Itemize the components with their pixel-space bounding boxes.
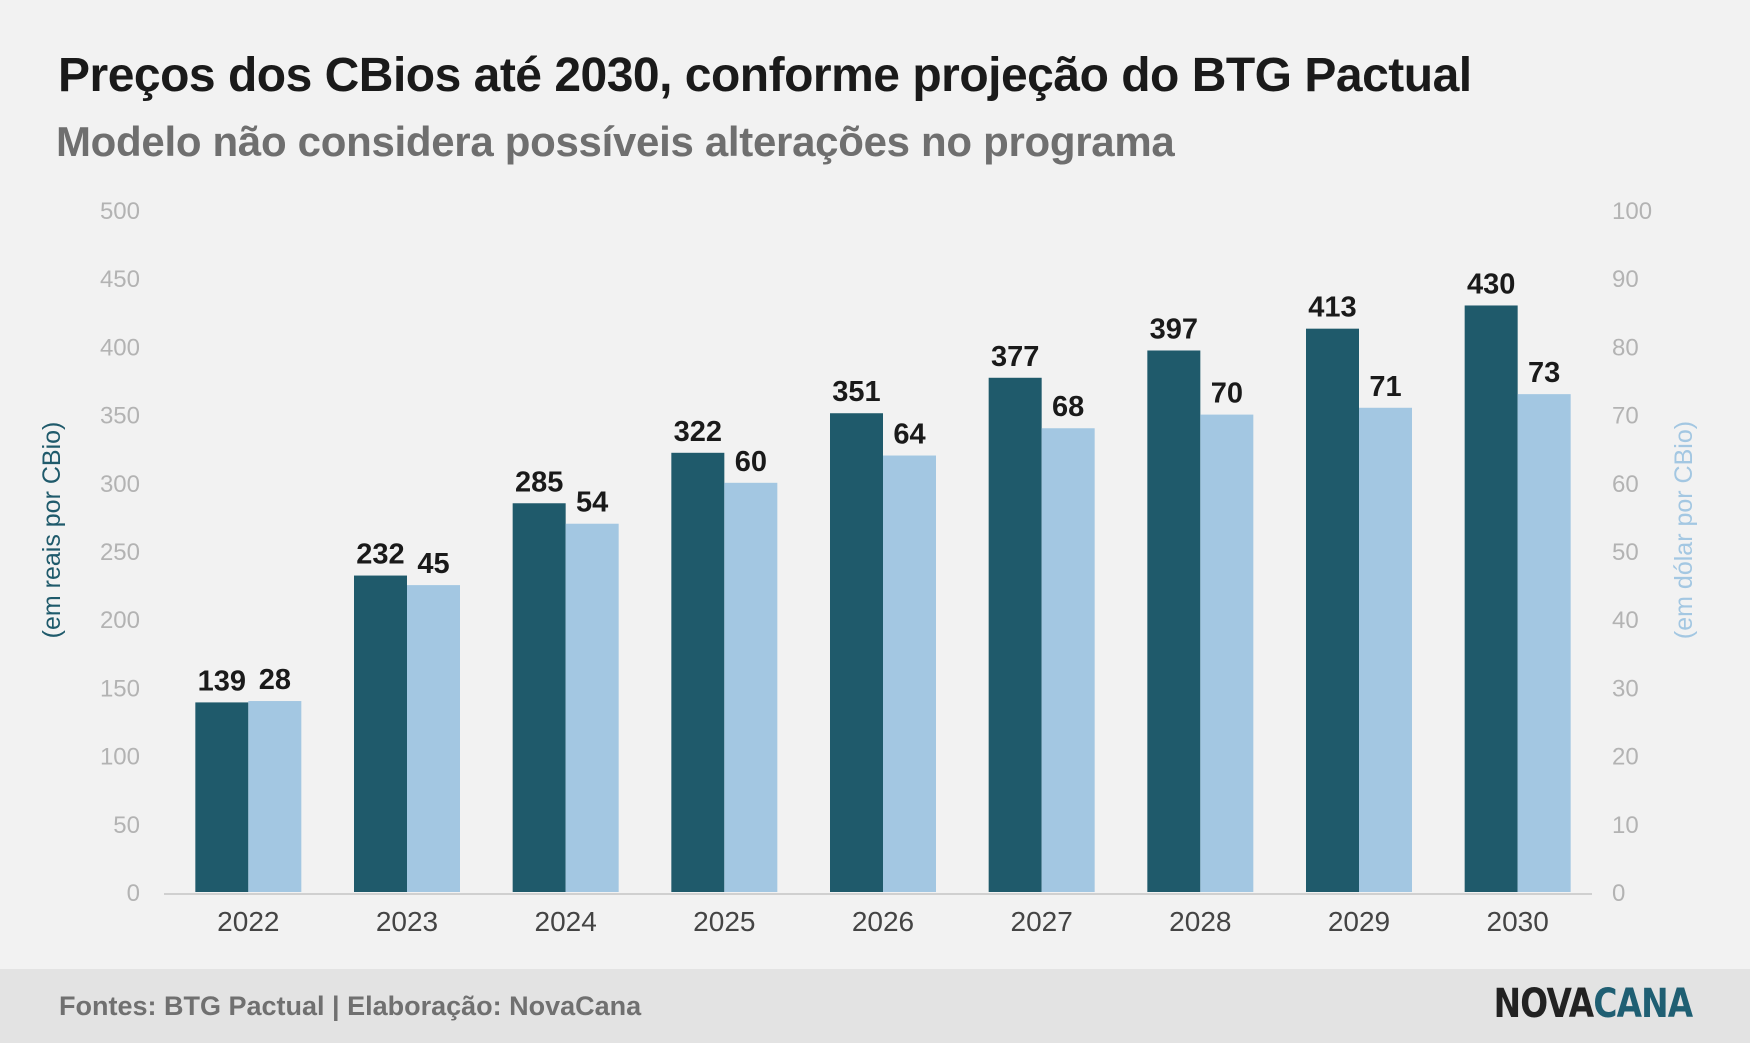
y-right-tick-label: 10 bbox=[1612, 812, 1639, 839]
y-left-tick-label: 450 bbox=[100, 266, 140, 293]
bar-left-2023 bbox=[354, 575, 407, 892]
x-category-label: 2025 bbox=[693, 906, 755, 937]
y-left-tick-label: 400 bbox=[100, 334, 140, 361]
bar-right-2022 bbox=[248, 701, 302, 892]
chart-subtitle: Modelo não considera possíveis alteraçõe… bbox=[56, 118, 1175, 165]
y-left-tick-label: 500 bbox=[100, 198, 140, 225]
y-left-tick-label: 200 bbox=[100, 607, 140, 634]
y-left-tick-label: 300 bbox=[100, 471, 140, 498]
bar-left-2024 bbox=[512, 503, 566, 892]
source-note: Fontes: BTG Pactual | Elaboração: NovaCa… bbox=[59, 991, 642, 1021]
y-axis-right-ticks: 0 10 20 30 40 50 60 70 80 90 100 bbox=[1612, 198, 1652, 907]
y-right-tick-label: 90 bbox=[1612, 266, 1639, 293]
y-right-tick-label: 60 bbox=[1612, 471, 1639, 498]
x-category-label: 2023 bbox=[376, 906, 438, 937]
y-left-tick-label: 0 bbox=[127, 880, 140, 907]
footer-bar: Fontes: BTG Pactual | Elaboração: NovaCa… bbox=[0, 969, 1750, 1043]
bar-left-2026 bbox=[830, 413, 883, 892]
value-labels: 139 28 232 45 285 54 322 60 351 64 377 68 397 70 413 71… bbox=[198, 268, 1561, 697]
y-left-tick-label: 150 bbox=[100, 675, 140, 702]
bar-value-label: 28 bbox=[259, 664, 291, 696]
bar-value-label: 68 bbox=[1052, 391, 1084, 423]
y-left-tick-label: 350 bbox=[100, 403, 140, 430]
x-category-label: 2028 bbox=[1169, 906, 1231, 937]
x-category-label: 2026 bbox=[852, 906, 914, 937]
x-category-label: 2027 bbox=[1011, 906, 1073, 937]
bar-value-label: 397 bbox=[1150, 313, 1198, 345]
bars-group bbox=[195, 305, 1571, 893]
bar-right-2024 bbox=[565, 523, 619, 892]
y-left-tick-label: 50 bbox=[113, 812, 140, 839]
bar-value-label: 54 bbox=[576, 487, 608, 519]
bar-value-label: 351 bbox=[832, 376, 880, 408]
bar-value-label: 45 bbox=[417, 548, 449, 580]
bar-right-2030 bbox=[1517, 394, 1571, 892]
y-right-tick-label: 100 bbox=[1612, 198, 1652, 225]
y-left-tick-label: 250 bbox=[100, 539, 140, 566]
bar-value-label: 322 bbox=[674, 416, 722, 448]
y-right-tick-label: 70 bbox=[1612, 403, 1639, 430]
y-axis-left-title: (em reais por CBio) bbox=[38, 422, 66, 639]
bar-value-label: 377 bbox=[991, 341, 1039, 373]
bar-left-2027 bbox=[988, 377, 1042, 893]
bar-value-label: 70 bbox=[1211, 378, 1243, 410]
y-left-tick-label: 100 bbox=[100, 744, 140, 771]
y-axis-right-title: (em dólar por CBio) bbox=[1670, 421, 1698, 639]
bar-left-2025 bbox=[671, 452, 725, 892]
y-axis-left-ticks: 0 50 100 150 200 250 300 350 400 450 500 bbox=[100, 198, 140, 907]
bar-right-2029 bbox=[1359, 407, 1412, 892]
bar-value-label: 73 bbox=[1528, 357, 1560, 389]
bar-value-label: 60 bbox=[735, 446, 767, 478]
brand-logo-part1: NOVA bbox=[1493, 981, 1594, 1027]
y-right-tick-label: 80 bbox=[1612, 334, 1639, 361]
brand-logo: NOVACANA bbox=[1493, 981, 1693, 1027]
bar-left-2022 bbox=[195, 702, 249, 892]
chart-title: Preços dos CBios até 2030, conforme proj… bbox=[58, 49, 1472, 102]
y-right-tick-label: 40 bbox=[1612, 607, 1639, 634]
bar-right-2025 bbox=[724, 482, 778, 892]
bar-value-label: 430 bbox=[1467, 268, 1515, 300]
y-right-tick-label: 50 bbox=[1612, 539, 1639, 566]
x-category-label: 2022 bbox=[217, 906, 279, 937]
x-category-label: 2029 bbox=[1328, 906, 1390, 937]
bar-value-label: 71 bbox=[1369, 371, 1401, 403]
bar-value-label: 139 bbox=[198, 665, 246, 697]
y-right-tick-label: 0 bbox=[1612, 880, 1625, 907]
bar-left-2030 bbox=[1464, 305, 1518, 893]
bar-right-2028 bbox=[1200, 414, 1254, 892]
bar-right-2026 bbox=[883, 455, 936, 892]
bar-value-label: 285 bbox=[515, 466, 563, 498]
bar-value-label: 232 bbox=[356, 539, 404, 571]
bar-value-label: 413 bbox=[1308, 292, 1356, 324]
y-right-tick-label: 20 bbox=[1612, 744, 1639, 771]
x-category-label: 2024 bbox=[535, 906, 597, 937]
brand-logo-part2: CANA bbox=[1592, 981, 1693, 1027]
bar-left-2028 bbox=[1147, 350, 1201, 892]
x-category-label: 2030 bbox=[1487, 906, 1549, 937]
y-right-tick-label: 30 bbox=[1612, 675, 1639, 702]
x-axis-category-labels: 2022 2023 2024 2025 2026 2027 2028 2029 2030 bbox=[217, 906, 1549, 937]
bar-value-label: 64 bbox=[893, 419, 925, 451]
bar-left-2029 bbox=[1306, 328, 1359, 893]
bar-right-2027 bbox=[1041, 428, 1095, 892]
bar-right-2023 bbox=[407, 585, 460, 892]
